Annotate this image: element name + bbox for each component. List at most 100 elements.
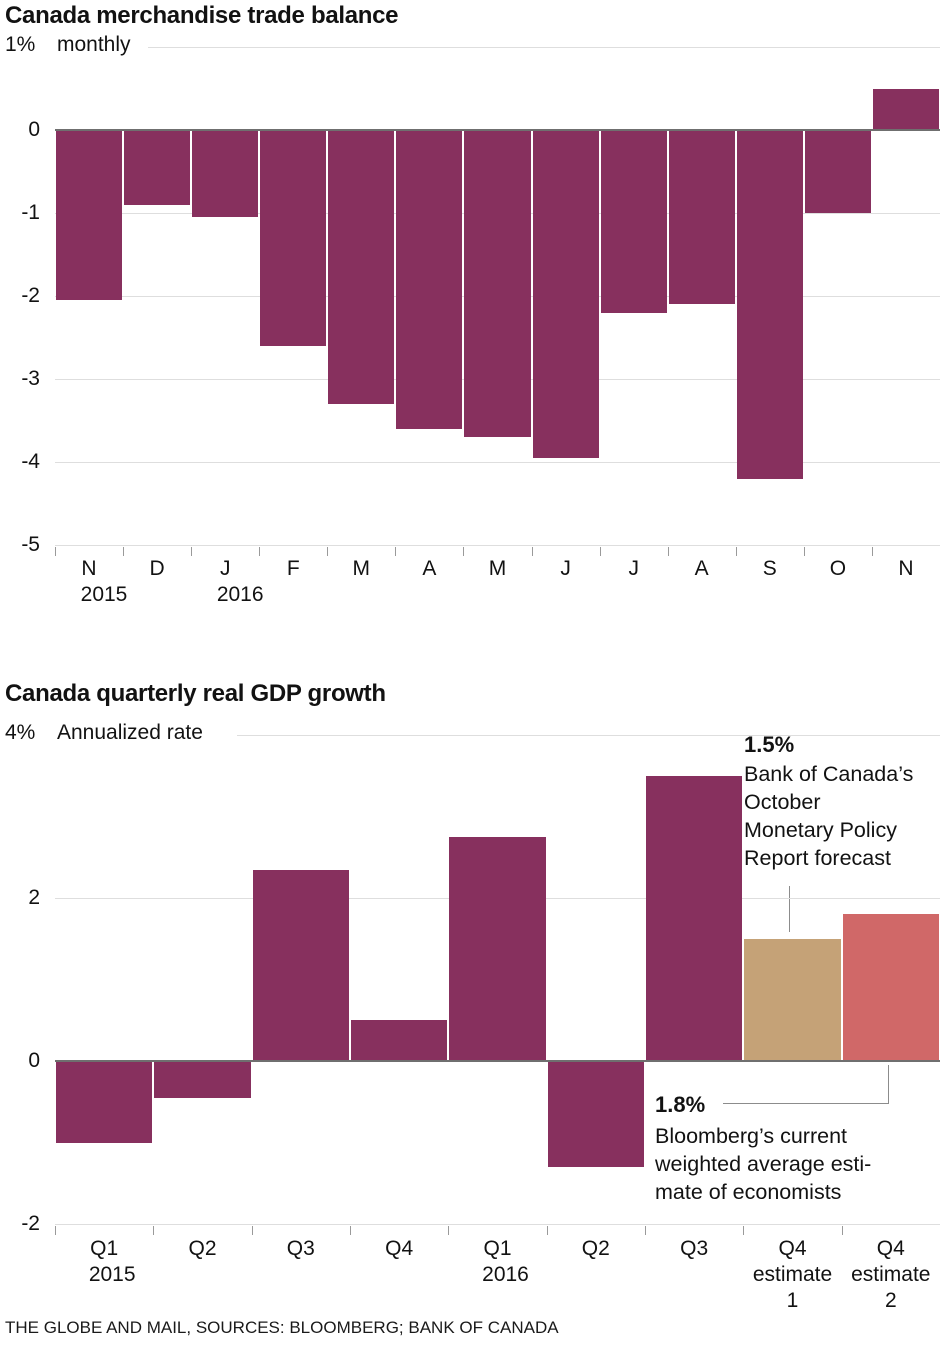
bar-j-7	[532, 130, 599, 458]
x-axis-label-q4-7: Q4	[778, 1237, 807, 1260]
bar-d-1	[124, 130, 191, 205]
x-axis-label-n-12: N	[898, 557, 914, 580]
bar-f-3	[260, 130, 327, 346]
bar-j-2	[192, 130, 259, 218]
axis-tick	[252, 1226, 253, 1235]
axis-tick	[600, 547, 601, 556]
gdp-growth-chart: Canada quarterly real GDP growth 4% Annu…	[0, 660, 940, 1346]
year-label-2015: 2015	[80, 583, 128, 606]
annotation-boc-line: Report forecast	[744, 846, 891, 870]
bar-q1-4	[449, 836, 546, 1061]
axis-tick	[547, 1226, 548, 1235]
bar-n-0	[56, 130, 123, 301]
estimate-number-1: 1	[786, 1289, 799, 1312]
x-axis-label-m-6: M	[488, 557, 507, 580]
y-axis-label--3: -3	[21, 367, 40, 390]
annotation-bloomberg-value: 1.8%	[655, 1092, 706, 1117]
axis-tick	[736, 547, 737, 556]
leader-line-bloomberg-vertical	[888, 1065, 889, 1103]
x-axis-label-q1-4: Q1	[483, 1237, 512, 1260]
bar-q4-8	[842, 914, 939, 1061]
axis-tick	[463, 547, 464, 556]
chart1-title: Canada merchandise trade balance	[5, 2, 399, 29]
zero-line	[55, 1060, 940, 1062]
leader-line-bloomberg-horizontal	[723, 1103, 889, 1104]
x-axis-label-j-7: J	[560, 557, 571, 580]
trade-balance-chart: Canada merchandise trade balance 1% mont…	[0, 0, 940, 640]
y-axis-label-0: 0	[28, 118, 40, 141]
axis-tick	[327, 547, 328, 556]
x-axis-label-q2-5: Q2	[581, 1237, 610, 1260]
gridline--5	[55, 545, 940, 546]
y-axis-label--2: -2	[21, 284, 40, 307]
y-axis-label--1: -1	[21, 201, 40, 224]
annotation-boc-line: Bank of Canada’s	[744, 762, 914, 786]
annotation-bloomberg-line: mate of economists	[655, 1180, 842, 1204]
year-label-2015: 2015	[88, 1263, 136, 1286]
year-label-2016: 2016	[482, 1263, 529, 1286]
x-axis-label-s-10: S	[762, 557, 777, 580]
axis-tick	[532, 547, 533, 556]
bar-q2-5	[547, 1061, 644, 1167]
gridline--4	[55, 462, 940, 463]
axis-tick	[55, 1226, 56, 1235]
subtitle-gridline	[148, 47, 940, 48]
annotation-boc-forecast: 1.5% Bank of Canada’s October Monetary P…	[744, 730, 913, 872]
year-label-2016: 2016	[216, 583, 264, 606]
subtitle-gridline	[237, 735, 940, 736]
axis-tick	[668, 547, 669, 556]
y-axis-label--2: -2	[21, 1212, 40, 1235]
annotation-boc-line: October	[744, 790, 821, 814]
axis-tick	[842, 1226, 843, 1235]
annotation-bloomberg-line: weighted average esti-	[655, 1152, 872, 1176]
x-axis-label-a-9: A	[694, 557, 709, 580]
y-axis-label-0: 0	[28, 1049, 40, 1072]
x-axis-label-f-3: F	[286, 557, 300, 580]
bar-q3-6	[646, 775, 743, 1062]
bar-q1-0	[56, 1061, 153, 1143]
bar-q2-1	[154, 1061, 251, 1098]
bar-m-6	[464, 130, 531, 438]
x-axis-label-q4-8: Q4	[876, 1237, 905, 1260]
chart2-subtitle: Annualized rate	[57, 721, 203, 744]
chart1-subtitle: monthly	[57, 33, 131, 56]
bar-a-5	[396, 130, 463, 429]
x-axis-label-q3-6: Q3	[680, 1237, 709, 1260]
x-axis-label-j-2: J	[219, 557, 231, 580]
axis-tick	[153, 1226, 154, 1235]
bar-s-10	[736, 130, 803, 479]
x-axis-label-m-4: M	[352, 557, 371, 580]
x-axis-label-d-1: D	[149, 557, 165, 580]
axis-tick	[55, 547, 56, 556]
bar-o-11	[804, 130, 871, 213]
y-axis-label-2: 2	[28, 886, 40, 909]
gridline--2	[55, 1224, 940, 1225]
y-axis-label--5: -5	[21, 533, 40, 556]
x-axis-label-q2-1: Q2	[188, 1237, 217, 1260]
bar-q3-2	[252, 869, 349, 1061]
chart2-title: Canada quarterly real GDP growth	[5, 680, 386, 707]
x-axis-label-j-8: J	[628, 557, 639, 580]
chart1-unit-label: 1%	[5, 33, 36, 56]
zero-line	[55, 129, 940, 131]
x-axis-label-q3-2: Q3	[286, 1237, 315, 1260]
x-axis-label-o-11: O	[829, 557, 847, 580]
source-attribution: THE GLOBE AND MAIL, SOURCES: BLOOMBERG; …	[5, 1318, 559, 1337]
bar-q4-3	[351, 1020, 448, 1062]
x-axis-label-q1-0: Q1	[90, 1237, 119, 1260]
y-axis-label--4: -4	[21, 450, 40, 473]
bar-j-8	[600, 130, 667, 313]
bar-q4-7	[744, 938, 841, 1062]
x-axis-label-a-5: A	[422, 557, 437, 580]
bar-n-12	[872, 88, 940, 130]
x-axis-label-q4-3: Q4	[385, 1237, 414, 1260]
axis-tick	[350, 1226, 351, 1235]
annotation-boc-line: Monetary Policy	[744, 818, 897, 842]
axis-tick	[259, 547, 260, 556]
leader-line-boc	[789, 886, 790, 932]
axis-tick	[872, 547, 873, 556]
axis-tick	[448, 1226, 449, 1235]
axis-tick	[191, 547, 192, 556]
estimate-label-1: estimate	[752, 1263, 833, 1286]
